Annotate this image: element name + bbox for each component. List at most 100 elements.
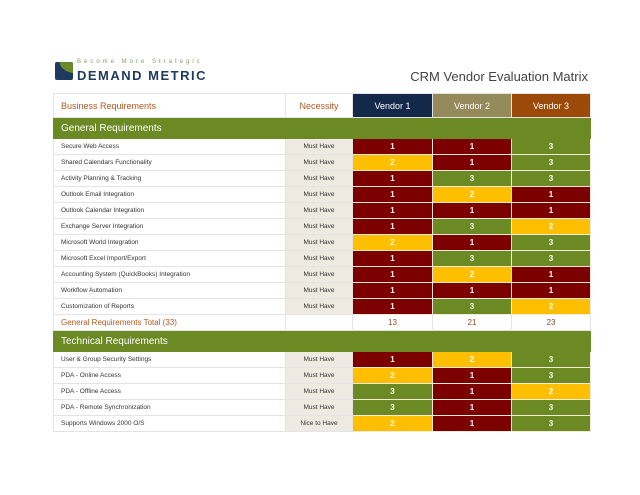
logo-tagline: Become More Strategic (77, 59, 203, 65)
requirement-name: Shared Calendars Functionality (53, 154, 286, 171)
header-necessity: Necessity (285, 93, 353, 118)
vendor-score: 1 (511, 282, 591, 299)
vendor-score: 3 (511, 138, 591, 155)
evaluation-matrix: Business Requirements Necessity Vendor 1 Ve… (53, 93, 591, 432)
necessity-value: Must Have (285, 138, 353, 155)
vendor-score: 1 (511, 202, 591, 219)
vendor-score: 3 (352, 399, 433, 416)
requirement-name: Accounting System (QuickBooks) Integrati… (53, 266, 286, 283)
vendor-score: 1 (432, 399, 512, 416)
header-vendor-1: Vendor 1 (352, 93, 433, 118)
requirement-name: Activity Planning & Tracking (53, 170, 286, 187)
requirement-name: Microsoft Excel Import/Export (53, 250, 286, 267)
necessity-value: Must Have (285, 298, 353, 315)
vendor-score: 3 (511, 234, 591, 251)
vendor-score: 1 (432, 202, 512, 219)
header-vendor-3: Vendor 3 (511, 93, 591, 118)
page-title: CRM Vendor Evaluation Matrix (410, 69, 588, 84)
vendor-score: 1 (352, 266, 433, 283)
vendor-total: 21 (432, 314, 512, 331)
logo-text: Become More Strategic DEMAND METRIC (77, 58, 207, 84)
vendor-score: 3 (432, 218, 512, 235)
total-spacer (285, 314, 353, 331)
requirement-name: Microsoft World Integration (53, 234, 286, 251)
vendor-score: 2 (511, 218, 591, 235)
necessity-value: Must Have (285, 234, 353, 251)
table-row: Shared Calendars Functionality Must Have 2… (53, 154, 591, 171)
vendor-score: 2 (432, 266, 512, 283)
table-row: Exchange Server Integration Must Have 1 3 2 (53, 218, 591, 235)
requirement-name: PDA - Online Access (53, 367, 286, 384)
requirement-name: Exchange Server Integration (53, 218, 286, 235)
necessity-value: Must Have (285, 383, 353, 400)
table-row: Secure Web Access Must Have 1 1 3 (53, 138, 591, 155)
necessity-value: Must Have (285, 367, 353, 384)
vendor-score: 3 (511, 415, 591, 432)
vendor-score: 3 (432, 250, 512, 267)
section-header: General Requirements (53, 117, 591, 139)
logo-icon (55, 62, 73, 80)
vendor-score: 1 (432, 383, 512, 400)
header-requirements: Business Requirements (53, 93, 286, 118)
necessity-value: Must Have (285, 186, 353, 203)
vendor-score: 3 (511, 399, 591, 416)
vendor-score: 2 (511, 298, 591, 315)
table-row: Customization of Reports Must Have 1 3 2 (53, 298, 591, 315)
header-vendor-2: Vendor 2 (432, 93, 512, 118)
vendor-score: 1 (352, 202, 433, 219)
vendor-score: 3 (511, 170, 591, 187)
logo-brand: DEMAND METRIC (77, 68, 207, 83)
vendor-score: 1 (511, 186, 591, 203)
vendor-score: 3 (432, 170, 512, 187)
vendor-score: 2 (352, 367, 433, 384)
requirement-name: PDA - Offline Access (53, 383, 286, 400)
vendor-score: 2 (432, 351, 512, 368)
vendor-total: 13 (352, 314, 433, 331)
logo: Become More Strategic DEMAND METRIC (55, 58, 207, 84)
vendor-score: 3 (432, 298, 512, 315)
header-row: Business Requirements Necessity Vendor 1 Ve… (53, 93, 591, 118)
requirement-name: Secure Web Access (53, 138, 286, 155)
vendor-score: 1 (432, 415, 512, 432)
vendor-score: 1 (352, 298, 433, 315)
necessity-value: Must Have (285, 202, 353, 219)
vendor-score: 1 (432, 234, 512, 251)
section-header: Technical Requirements (53, 330, 591, 352)
necessity-value: Must Have (285, 170, 353, 187)
requirement-name: Supports Windows 2000 O/S (53, 415, 286, 432)
requirement-name: PDA - Remote Synchronization (53, 399, 286, 416)
vendor-score: 2 (352, 415, 433, 432)
table-row: Outlook Email Integration Must Have 1 2 1 (53, 186, 591, 203)
necessity-value: Must Have (285, 218, 353, 235)
matrix-body: Business Requirements Necessity Vendor 1 Ve… (53, 93, 591, 432)
section-title: General Requirements (53, 117, 591, 139)
table-row: Accounting System (QuickBooks) Integrati… (53, 266, 591, 283)
necessity-value: Must Have (285, 154, 353, 171)
table-row: Supports Windows 2000 O/S Nice to Have 2 1 3 (53, 415, 591, 432)
table-row: Microsoft World Integration Must Have 2 1 3 (53, 234, 591, 251)
table-row: Activity Planning & Tracking Must Have 1 3 3 (53, 170, 591, 187)
vendor-score: 3 (511, 351, 591, 368)
requirement-name: Outlook Calendar Integration (53, 202, 286, 219)
vendor-score: 1 (352, 351, 433, 368)
total-label: General Requirements Total (33) (53, 314, 286, 331)
vendor-score: 1 (432, 138, 512, 155)
vendor-score: 1 (352, 138, 433, 155)
table-row: Microsoft Excel Import/Export Must Have 1 3… (53, 250, 591, 267)
requirement-name: Customization of Reports (53, 298, 286, 315)
vendor-score: 3 (352, 383, 433, 400)
total-row: General Requirements Total (33) 13 21 23 (53, 314, 591, 331)
requirement-name: Outlook Email Integration (53, 186, 286, 203)
vendor-score: 1 (511, 266, 591, 283)
requirement-name: Workflow Automation (53, 282, 286, 299)
vendor-score: 1 (432, 282, 512, 299)
vendor-total: 23 (511, 314, 591, 331)
necessity-value: Must Have (285, 399, 353, 416)
vendor-score: 1 (352, 250, 433, 267)
table-row: PDA - Online Access Must Have 2 1 3 (53, 367, 591, 384)
necessity-value: Must Have (285, 266, 353, 283)
vendor-score: 1 (352, 218, 433, 235)
table-row: Workflow Automation Must Have 1 1 1 (53, 282, 591, 299)
necessity-value: Must Have (285, 250, 353, 267)
vendor-score: 3 (511, 367, 591, 384)
